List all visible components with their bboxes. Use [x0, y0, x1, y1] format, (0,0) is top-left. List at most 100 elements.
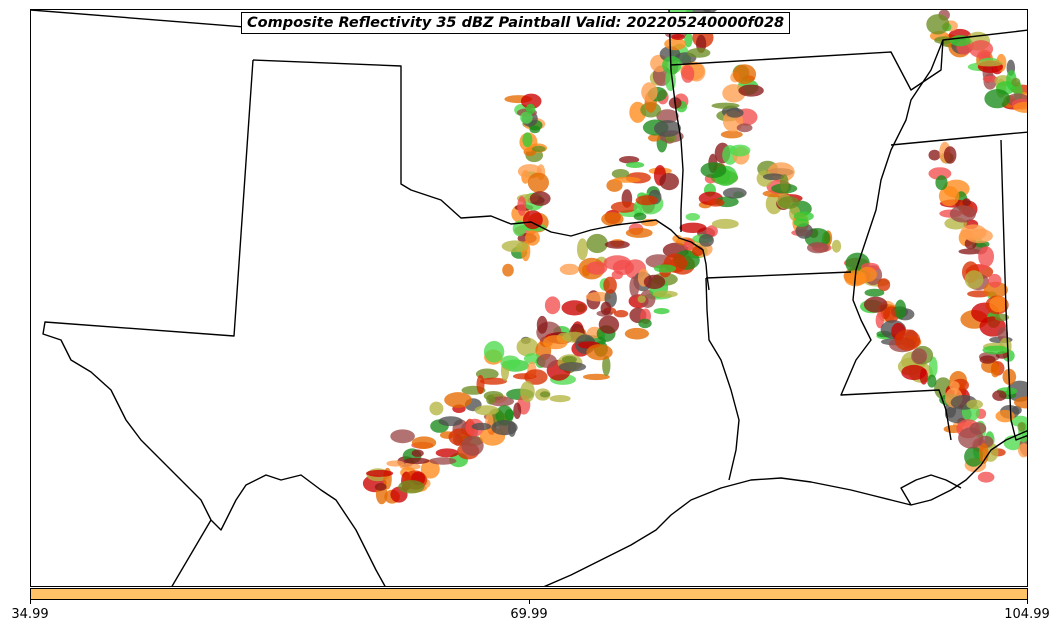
reflectivity-blob — [687, 48, 711, 58]
reflectivity-blob — [527, 172, 549, 193]
reflectivity-blob — [420, 459, 440, 479]
reflectivity-blob — [471, 422, 492, 431]
reflectivity-blob — [964, 270, 984, 289]
reflectivity-blob — [486, 394, 496, 405]
reflectivity-blob — [928, 167, 952, 181]
reflectivity-blob — [502, 263, 514, 277]
reflectivity-blob — [483, 340, 505, 363]
reflectivity-blob — [988, 273, 1002, 288]
reflectivity-blob — [516, 337, 539, 357]
reflectivity-blob — [561, 300, 588, 316]
louisiana-delta — [900, 474, 962, 506]
reflectivity-blob — [707, 198, 725, 207]
reflectivity-blob — [831, 239, 842, 253]
reflectivity-blob — [635, 195, 658, 206]
reflectivity-blob — [438, 416, 463, 427]
reflectivity-blob — [512, 220, 527, 237]
reflectivity-blob — [586, 344, 613, 361]
reflectivity-blob — [977, 471, 995, 483]
reflectivity-blob — [613, 176, 641, 183]
reflectivity-blob — [625, 161, 645, 168]
reflectivity-blob — [612, 259, 635, 275]
reflectivity-blob — [1017, 422, 1026, 432]
reflectivity-blob — [877, 278, 891, 292]
reflectivity-blob — [659, 173, 679, 191]
reflectivity-blob — [606, 179, 623, 192]
reflectivity-blob — [517, 196, 527, 216]
reflectivity-blob — [995, 409, 1015, 423]
reflectivity-blob — [520, 111, 533, 124]
reflectivity-blob — [641, 82, 658, 102]
reflectivity-blob — [962, 198, 971, 207]
reflectivity-blob — [525, 103, 536, 115]
reflectivity-blob — [561, 355, 577, 364]
reflectivity-blob — [603, 276, 617, 294]
reflectivity-blob — [992, 390, 1007, 401]
reflectivity-blob — [577, 238, 588, 261]
colorbar-tick-label-min: 34.99 — [11, 607, 49, 622]
reflectivity-blob — [461, 435, 484, 456]
reflectivity-blob — [700, 162, 727, 179]
colorbar-tick-label-max: 104.99 — [1004, 607, 1050, 622]
reflectivity-blob — [720, 130, 743, 139]
reflectivity-blob — [958, 427, 984, 449]
reflectivity-blob — [520, 93, 542, 109]
reflectivity-blob — [711, 102, 740, 109]
reflectivity-blob — [795, 223, 813, 239]
reflectivity-blob — [524, 369, 548, 385]
reflectivity-blob — [625, 227, 653, 238]
reflectivity-blob — [698, 234, 714, 247]
reflectivity-blob — [611, 169, 630, 179]
reflectivity-blob — [523, 210, 543, 230]
reflectivity-blob — [398, 480, 425, 494]
colorbar-tick-mid — [529, 600, 530, 604]
ok-ar-border — [668, 10, 684, 232]
reflectivity-blob — [911, 348, 927, 365]
reflectivity-blob — [982, 75, 999, 83]
reflectivity-blob — [1014, 396, 1027, 409]
reflectivity-blob — [978, 246, 994, 267]
reflectivity-blob — [964, 446, 984, 467]
reflectivity-blob — [525, 230, 540, 246]
reflectivity-blob — [863, 296, 888, 313]
reflectivity-blob — [637, 295, 646, 303]
ar-north — [670, 29, 1027, 91]
reflectivity-blob — [536, 353, 557, 368]
reflectivity-blob — [793, 218, 809, 227]
reflectivity-blob — [374, 483, 387, 491]
reflectivity-blob — [733, 64, 757, 85]
reflectivity-blob — [629, 276, 640, 298]
reflectivity-blob — [501, 240, 529, 253]
reflectivity-blob — [522, 132, 533, 148]
reflectivity-blob — [536, 315, 548, 334]
reflectivity-blob — [435, 448, 459, 458]
reflectivity-blob — [762, 173, 785, 181]
reflectivity-blob — [966, 399, 983, 410]
colorbar-tick-max — [1027, 600, 1028, 604]
reflectivity-blob — [672, 234, 683, 243]
reflectivity-blob — [544, 296, 561, 315]
reflectivity-blob — [558, 362, 587, 372]
nm-mexico-line — [171, 519, 212, 586]
reflectivity-blob — [994, 313, 1009, 322]
colorbar-tick-min — [30, 600, 31, 604]
reflectivity-blob — [602, 355, 611, 376]
state-borders — [31, 10, 1027, 586]
reflectivity-blob — [513, 402, 522, 420]
reflectivity-blob — [949, 205, 977, 223]
reflectivity-blob — [582, 373, 610, 381]
reflectivity-blob — [411, 436, 437, 450]
reflectivity-blob — [949, 381, 960, 391]
reflectivity-blob — [586, 261, 608, 275]
reflectivity-paintball-layer — [362, 10, 1027, 505]
reflectivity-blob — [366, 469, 394, 477]
reflectivity-blob — [894, 329, 921, 351]
reflectivity-blob — [390, 429, 415, 444]
reflectivity-blob — [531, 145, 546, 152]
reflectivity-blob — [601, 212, 624, 227]
reflectivity-blob — [738, 84, 764, 97]
reflectivity-blob — [935, 175, 948, 191]
reflectivity-blob — [965, 228, 993, 244]
reflectivity-blob — [685, 213, 700, 221]
reflectivity-blob — [989, 296, 1008, 313]
